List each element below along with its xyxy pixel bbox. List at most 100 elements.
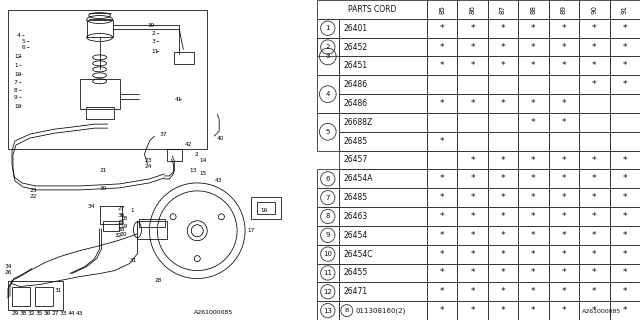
Bar — [317, 226, 339, 245]
Text: *: * — [531, 24, 536, 33]
Bar — [339, 75, 427, 94]
Bar — [579, 75, 609, 94]
Text: 29: 29 — [12, 311, 19, 316]
Text: 26: 26 — [5, 270, 12, 275]
Text: 34: 34 — [5, 264, 13, 269]
Text: 4: 4 — [326, 91, 330, 97]
Text: *: * — [623, 43, 627, 52]
Bar — [518, 282, 548, 301]
Bar — [488, 56, 518, 75]
Bar — [427, 245, 457, 264]
Text: 15: 15 — [199, 172, 207, 176]
Bar — [317, 282, 339, 301]
Text: *: * — [500, 99, 505, 108]
Bar — [609, 113, 640, 132]
Bar — [427, 75, 457, 94]
Text: 31: 31 — [129, 258, 137, 263]
Bar — [579, 282, 609, 301]
Text: 10: 10 — [323, 251, 332, 257]
Bar — [488, 226, 518, 245]
Text: *: * — [531, 287, 536, 296]
Text: *: * — [500, 250, 505, 259]
Text: *: * — [531, 43, 536, 52]
Bar — [317, 188, 339, 207]
Text: *: * — [562, 174, 566, 183]
Text: *: * — [531, 250, 536, 259]
Bar — [609, 0, 640, 19]
Bar — [548, 151, 579, 169]
Text: 10: 10 — [14, 104, 21, 109]
Bar — [609, 207, 640, 226]
Bar — [488, 301, 518, 320]
Text: 1: 1 — [14, 63, 17, 68]
Bar — [427, 151, 457, 169]
Bar — [548, 19, 579, 38]
Text: 2: 2 — [152, 31, 155, 36]
Bar — [339, 113, 427, 132]
Text: 1: 1 — [326, 25, 330, 31]
Bar — [548, 0, 579, 19]
Bar — [86, 20, 113, 37]
Bar — [457, 94, 488, 113]
Bar — [339, 188, 427, 207]
Bar — [579, 94, 609, 113]
Text: 7: 7 — [326, 195, 330, 201]
Text: *: * — [440, 287, 444, 296]
Bar — [548, 188, 579, 207]
Bar — [488, 38, 518, 56]
Text: 26485: 26485 — [344, 193, 368, 202]
Bar — [317, 301, 339, 320]
Text: *: * — [531, 99, 536, 108]
Text: *: * — [592, 156, 596, 164]
Text: *: * — [531, 193, 536, 202]
Text: *: * — [531, 231, 536, 240]
Bar — [457, 75, 488, 94]
Bar — [609, 132, 640, 151]
Bar — [488, 282, 518, 301]
Bar — [579, 169, 609, 188]
Bar — [168, 149, 182, 161]
Text: 26454: 26454 — [344, 231, 368, 240]
Text: *: * — [470, 43, 475, 52]
Bar — [548, 75, 579, 94]
Text: 89: 89 — [561, 5, 567, 14]
Bar — [457, 0, 488, 19]
Bar — [609, 56, 640, 75]
Text: 27: 27 — [52, 311, 60, 316]
Text: *: * — [500, 287, 505, 296]
Bar — [427, 282, 457, 301]
Text: *: * — [562, 61, 566, 70]
Bar — [457, 56, 488, 75]
Bar — [457, 188, 488, 207]
Text: *: * — [500, 231, 505, 240]
Bar — [174, 52, 195, 64]
Text: *: * — [470, 231, 475, 240]
Text: 8: 8 — [326, 213, 330, 220]
Bar — [339, 207, 427, 226]
Text: *: * — [470, 250, 475, 259]
Text: 26486: 26486 — [344, 99, 368, 108]
Text: *: * — [500, 212, 505, 221]
Text: *: * — [440, 137, 444, 146]
Bar — [579, 0, 609, 19]
Text: *: * — [623, 250, 627, 259]
Text: 9: 9 — [14, 95, 18, 100]
Text: 2: 2 — [195, 152, 198, 156]
Bar — [609, 19, 640, 38]
Text: 7: 7 — [14, 80, 18, 85]
Text: 3: 3 — [326, 53, 330, 60]
Bar — [609, 301, 640, 320]
Text: 6: 6 — [22, 45, 26, 50]
Text: *: * — [592, 174, 596, 183]
Bar — [317, 207, 339, 226]
Text: *: * — [531, 118, 536, 127]
Bar — [548, 56, 579, 75]
Text: *: * — [500, 43, 505, 52]
Bar — [488, 151, 518, 169]
Text: *: * — [592, 287, 596, 296]
Text: *: * — [562, 212, 566, 221]
Text: *: * — [470, 287, 475, 296]
Text: *: * — [500, 156, 505, 164]
Bar — [579, 245, 609, 264]
Bar — [579, 188, 609, 207]
